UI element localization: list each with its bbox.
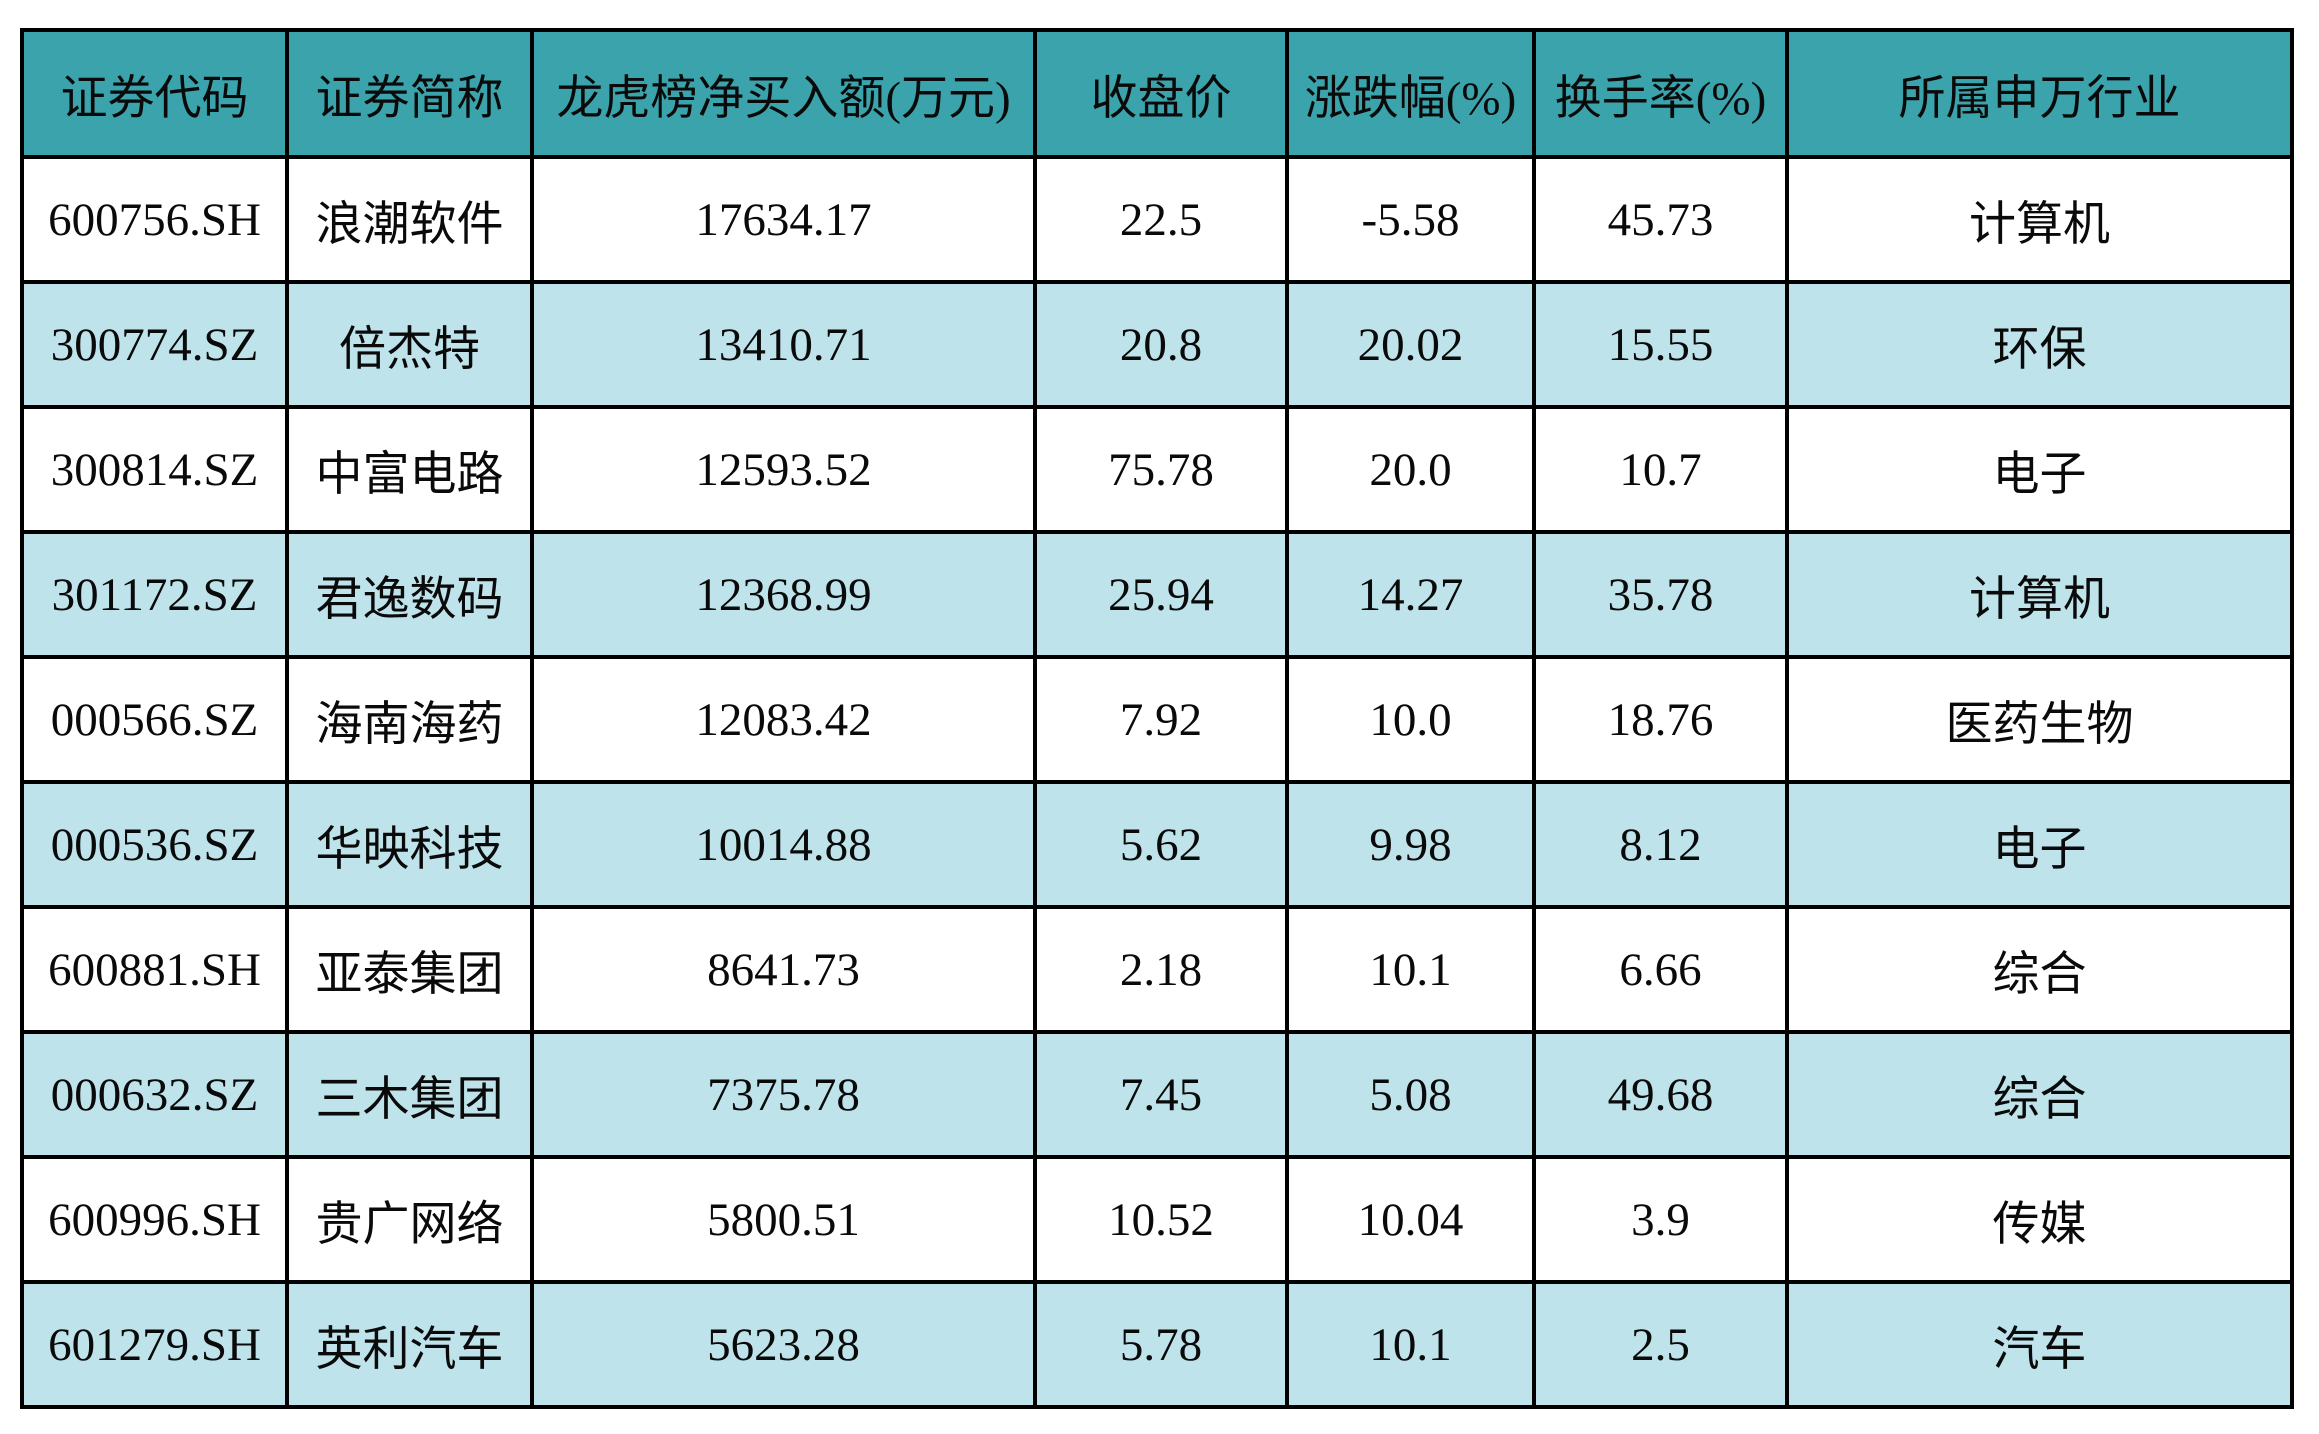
cell-r3-c2: 12368.99 [530,530,1037,659]
table-row-300814.SZ: 300814.SZ 中富电路 12593.52 75.78 20.0 10.7 电子 [20,405,2294,534]
cell-r1-c4: 20.02 [1285,280,1536,409]
cell-r8-c5: 3.9 [1532,1155,1789,1284]
cell-r5-c6: 电子 [1785,780,2294,909]
table-row-600881.SH: 600881.SH 亚泰集团 8641.73 2.18 10.1 6.66 综合 [20,905,2294,1034]
cell-r0-c0: 600756.SH [20,155,289,284]
table-row-300774.SZ: 300774.SZ 倍杰特 13410.71 20.8 20.02 15.55 环保 [20,280,2294,409]
cell-r3-c1: 君逸数码 [285,530,534,659]
table-row-600996.SH: 600996.SH 贵广网络 5800.51 10.52 10.04 3.9 传媒 [20,1155,2294,1284]
cell-r3-c0: 301172.SZ [20,530,289,659]
table-row-601279.SH: 601279.SH 英利汽车 5623.28 5.78 10.1 2.5 汽车 [20,1280,2294,1409]
column-header-3: 收盘价 [1033,28,1289,159]
cell-r9-c5: 2.5 [1532,1280,1789,1409]
cell-r7-c5: 49.68 [1532,1030,1789,1159]
cell-r6-c3: 2.18 [1033,905,1289,1034]
cell-r4-c0: 000566.SZ [20,655,289,784]
cell-r7-c1: 三木集团 [285,1030,534,1159]
cell-r9-c4: 10.1 [1285,1280,1536,1409]
header-row: 证券代码 证券简称 龙虎榜净买入额(万元) 收盘价 涨跌幅(%) 换手率(%) 所属申万行业 [20,28,2294,159]
cell-r5-c1: 华映科技 [285,780,534,909]
cell-r1-c2: 13410.71 [530,280,1037,409]
cell-r0-c3: 22.5 [1033,155,1289,284]
cell-r0-c5: 45.73 [1532,155,1789,284]
cell-r7-c4: 5.08 [1285,1030,1536,1159]
cell-r0-c6: 计算机 [1785,155,2294,284]
cell-r5-c3: 5.62 [1033,780,1289,909]
cell-r7-c3: 7.45 [1033,1030,1289,1159]
cell-r9-c0: 601279.SH [20,1280,289,1409]
table-body: 600756.SH 浪潮软件 17634.17 22.5 -5.58 45.73 计算机 30… [20,155,2294,1409]
cell-r2-c2: 12593.52 [530,405,1037,534]
cell-r3-c4: 14.27 [1285,530,1536,659]
cell-r5-c5: 8.12 [1532,780,1789,909]
cell-r8-c0: 600996.SH [20,1155,289,1284]
cell-r6-c4: 10.1 [1285,905,1536,1034]
table-row-000632.SZ: 000632.SZ 三木集团 7375.78 7.45 5.08 49.68 综合 [20,1030,2294,1159]
column-header-6: 所属申万行业 [1785,28,2294,159]
column-header-0: 证券代码 [20,28,289,159]
column-header-1: 证券简称 [285,28,534,159]
cell-r1-c5: 15.55 [1532,280,1789,409]
table-row-600756.SH: 600756.SH 浪潮软件 17634.17 22.5 -5.58 45.73 计算机 [20,155,2294,284]
cell-r9-c3: 5.78 [1033,1280,1289,1409]
cell-r2-c3: 75.78 [1033,405,1289,534]
cell-r8-c2: 5800.51 [530,1155,1037,1284]
stock-table: 证券代码 证券简称 龙虎榜净买入额(万元) 收盘价 涨跌幅(%) 换手率(%) 所属申万行业… [20,28,2294,1409]
cell-r1-c1: 倍杰特 [285,280,534,409]
cell-r0-c2: 17634.17 [530,155,1037,284]
cell-r8-c6: 传媒 [1785,1155,2294,1284]
cell-r6-c1: 亚泰集团 [285,905,534,1034]
cell-r4-c6: 医药生物 [1785,655,2294,784]
cell-r1-c3: 20.8 [1033,280,1289,409]
cell-r2-c4: 20.0 [1285,405,1536,534]
cell-r5-c0: 000536.SZ [20,780,289,909]
cell-r7-c2: 7375.78 [530,1030,1037,1159]
cell-r8-c3: 10.52 [1033,1155,1289,1284]
cell-r2-c1: 中富电路 [285,405,534,534]
cell-r2-c6: 电子 [1785,405,2294,534]
cell-r8-c1: 贵广网络 [285,1155,534,1284]
cell-r9-c1: 英利汽车 [285,1280,534,1409]
cell-r9-c6: 汽车 [1785,1280,2294,1409]
cell-r4-c5: 18.76 [1532,655,1789,784]
cell-r3-c6: 计算机 [1785,530,2294,659]
column-header-5: 换手率(%) [1532,28,1789,159]
cell-r4-c2: 12083.42 [530,655,1037,784]
cell-r6-c6: 综合 [1785,905,2294,1034]
cell-r6-c0: 600881.SH [20,905,289,1034]
dragon-tiger-list-table-container: 证券代码 证券简称 龙虎榜净买入额(万元) 收盘价 涨跌幅(%) 换手率(%) 所属申万行业… [20,28,2294,1409]
cell-r4-c4: 10.0 [1285,655,1536,784]
cell-r4-c3: 7.92 [1033,655,1289,784]
table-row-000566.SZ: 000566.SZ 海南海药 12083.42 7.92 10.0 18.76 医药生物 [20,655,2294,784]
cell-r7-c0: 000632.SZ [20,1030,289,1159]
table-row-000536.SZ: 000536.SZ 华映科技 10014.88 5.62 9.98 8.12 电子 [20,780,2294,909]
table-header: 证券代码 证券简称 龙虎榜净买入额(万元) 收盘价 涨跌幅(%) 换手率(%) 所属申万行业 [20,28,2294,159]
cell-r0-c1: 浪潮软件 [285,155,534,284]
cell-r5-c2: 10014.88 [530,780,1037,909]
cell-r1-c6: 环保 [1785,280,2294,409]
cell-r1-c0: 300774.SZ [20,280,289,409]
cell-r4-c1: 海南海药 [285,655,534,784]
cell-r5-c4: 9.98 [1285,780,1536,909]
cell-r2-c0: 300814.SZ [20,405,289,534]
cell-r6-c2: 8641.73 [530,905,1037,1034]
cell-r3-c3: 25.94 [1033,530,1289,659]
cell-r3-c5: 35.78 [1532,530,1789,659]
cell-r8-c4: 10.04 [1285,1155,1536,1284]
column-header-4: 涨跌幅(%) [1285,28,1536,159]
table-row-301172.SZ: 301172.SZ 君逸数码 12368.99 25.94 14.27 35.78 计算机 [20,530,2294,659]
cell-r9-c2: 5623.28 [530,1280,1037,1409]
cell-r7-c6: 综合 [1785,1030,2294,1159]
cell-r0-c4: -5.58 [1285,155,1536,284]
cell-r2-c5: 10.7 [1532,405,1789,534]
cell-r6-c5: 6.66 [1532,905,1789,1034]
column-header-2: 龙虎榜净买入额(万元) [530,28,1037,159]
